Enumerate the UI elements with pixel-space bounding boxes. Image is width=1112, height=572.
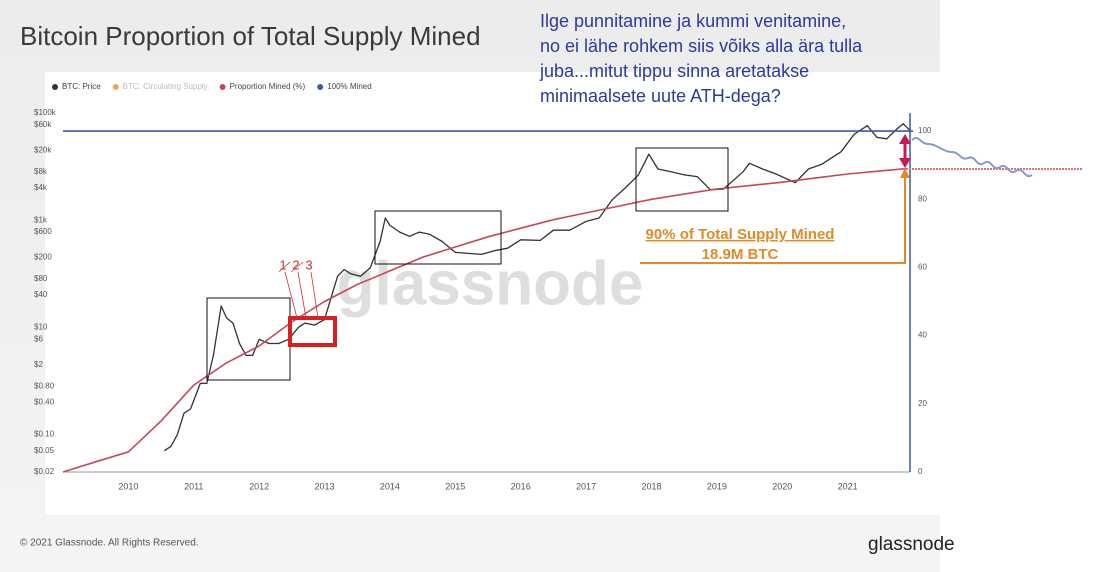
y-tick-label: $80 <box>34 274 48 283</box>
y-tick-label: $0.40 <box>34 397 55 406</box>
series-line <box>163 123 911 452</box>
comment: Ilge punnitamine ja kummi venitamine, no… <box>539 11 863 106</box>
x-tick-label: 2013 <box>315 481 335 491</box>
y-tick-label: $4k <box>34 183 48 192</box>
comment-line: no ei lähe rohkem siis võiks alla ära tu… <box>540 36 863 56</box>
y-tick-label: $8k <box>34 167 48 176</box>
comment-line: juba...mitut tippu sinna aretatakse <box>539 61 809 81</box>
y-tick-label: $0.02 <box>34 467 55 476</box>
chart-card <box>45 72 940 515</box>
y-tick-label: $40 <box>34 290 48 299</box>
x-tick-label: 2014 <box>380 481 400 491</box>
x-tick-label: 2012 <box>249 481 269 491</box>
y-tick-label: $60k <box>34 120 52 129</box>
x-tick-label: 2021 <box>838 481 858 491</box>
x-tick-label: 2016 <box>511 481 531 491</box>
y2-tick-label: 0 <box>918 467 923 476</box>
chart-title: Bitcoin Proportion of Total Supply Mined <box>20 21 481 51</box>
y2-tick-label: 40 <box>918 331 927 340</box>
y2-tick-label: 60 <box>918 263 927 272</box>
highlight-box <box>635 147 729 212</box>
pointer-lines <box>278 261 319 319</box>
legend-marker <box>112 84 119 90</box>
y-tick-label: $0.10 <box>34 430 55 439</box>
y-tick-label: $0.80 <box>34 381 55 390</box>
comment-line: Ilge punnitamine ja kummi venitamine, <box>540 11 846 31</box>
highlight-box <box>374 210 502 265</box>
y2-tick-label: 80 <box>918 194 927 203</box>
x-tick-label: 2018 <box>641 481 661 491</box>
legend-marker <box>317 84 324 90</box>
annotation-number: 3 <box>305 257 312 272</box>
y-tick-label: $10 <box>34 322 48 331</box>
x-tick-label: 2019 <box>707 481 727 491</box>
x-tick-label: 2017 <box>576 481 596 491</box>
watermark: glassnode <box>337 249 644 318</box>
wavy-line <box>911 137 1033 178</box>
y-tick-label: $100k <box>34 108 57 117</box>
x-tick-label: 2010 <box>118 481 138 491</box>
copyright: © 2021 Glassnode. All Rights Reserved. <box>20 538 199 549</box>
annotation-number: 2 <box>292 257 299 272</box>
y-tick-label: $200 <box>34 253 52 262</box>
y-tick-label: $1k <box>34 215 48 224</box>
arrow-head <box>900 168 910 178</box>
series-line <box>62 167 907 473</box>
x-tick-label: 2020 <box>772 481 792 491</box>
annotation: 90% of Total Supply Mined <box>646 226 835 243</box>
x-tick-label: 2011 <box>184 481 203 491</box>
annotation-number: 1 <box>279 257 286 272</box>
legend-label: 100% Mined <box>327 82 371 91</box>
arrow-head <box>899 158 911 168</box>
y-tick-label: $20k <box>34 146 52 155</box>
red-box <box>288 316 337 347</box>
legend-marker <box>52 84 58 90</box>
comment-line: minimaalsete uute ATH-dega? <box>540 86 781 106</box>
arrow-head <box>899 134 911 144</box>
bracket <box>640 175 906 264</box>
legend-label: BTC: Circulating Supply <box>123 82 208 91</box>
y2-tick-label: 20 <box>918 399 927 408</box>
y2-tick-label: 100 <box>918 126 932 135</box>
legend-label: BTC: Price <box>62 82 101 91</box>
legend-marker <box>219 84 226 90</box>
logo: glassnode <box>868 534 955 555</box>
y-tick-label: $6 <box>34 334 43 343</box>
legend-label: Proportion Mined (%) <box>230 82 306 91</box>
y-tick-label: $2 <box>34 360 43 369</box>
annotation: 18.9M BTC <box>702 246 779 263</box>
y-tick-label: $0.05 <box>34 446 55 455</box>
x-tick-label: 2015 <box>445 481 465 491</box>
y-tick-label: $600 <box>34 227 52 236</box>
